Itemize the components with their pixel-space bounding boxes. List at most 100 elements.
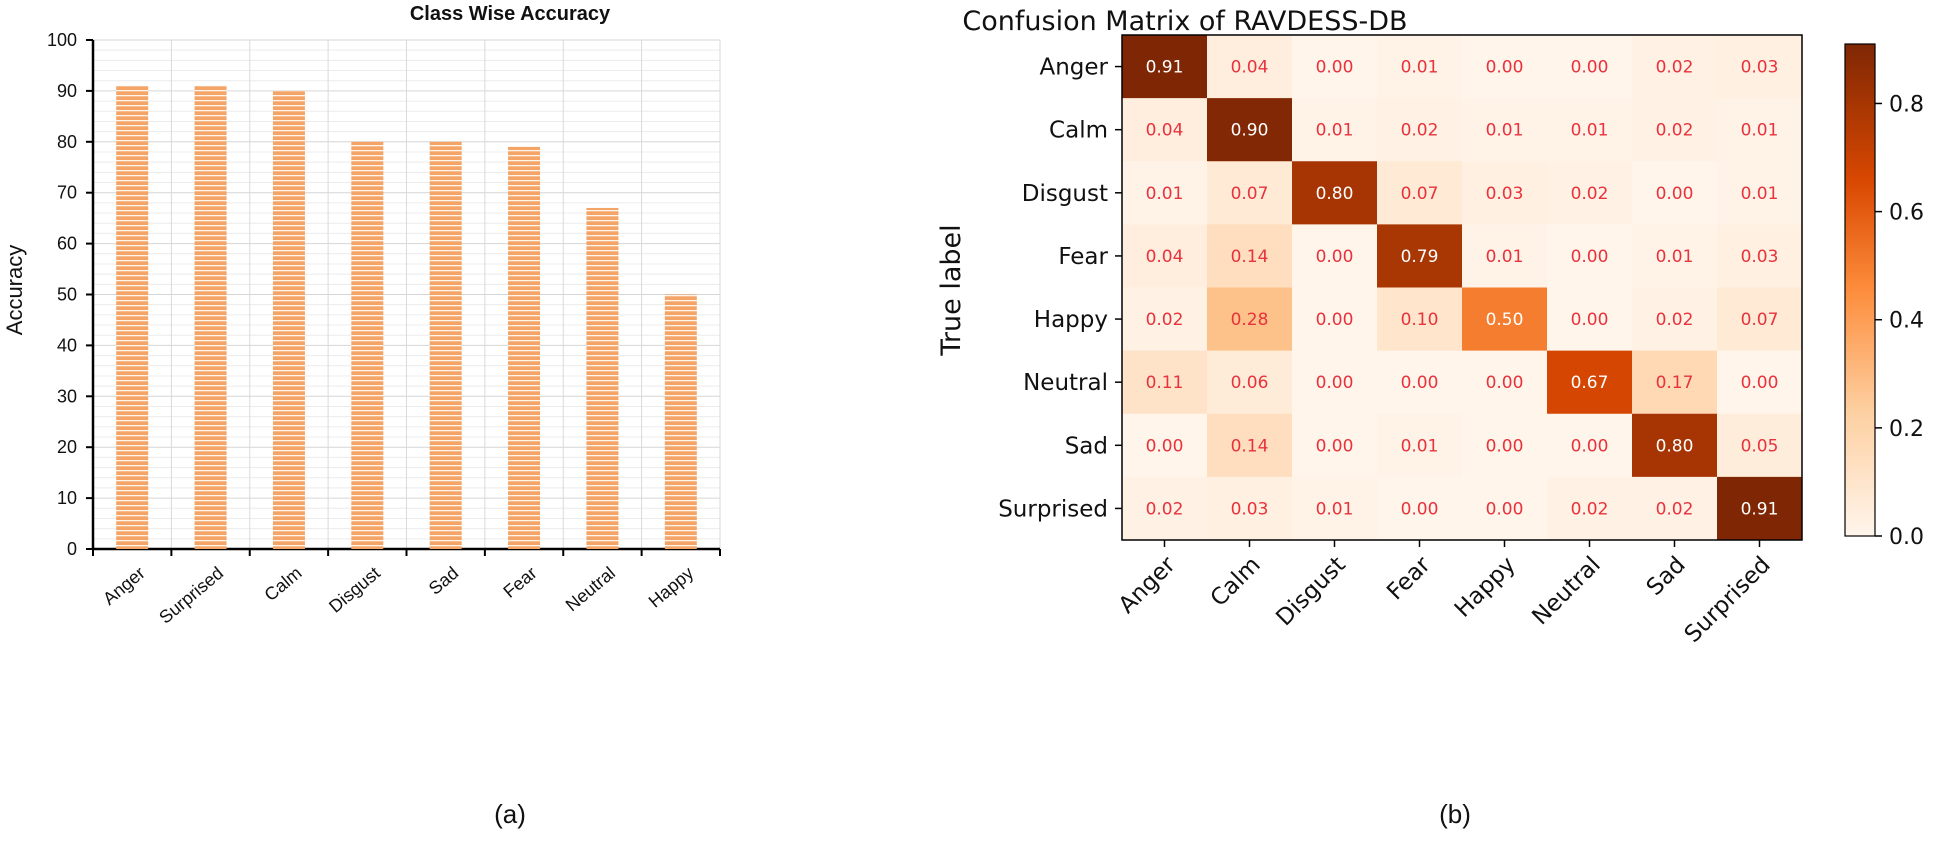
matrix-cell: [1122, 35, 1208, 99]
matrix-value: 0.04: [1146, 247, 1184, 267]
matrix-cell: [1207, 287, 1293, 352]
matrix-value: 0.02: [1146, 499, 1184, 519]
matrix-value: 0.17: [1656, 373, 1694, 393]
matrix-cell: [1377, 161, 1463, 225]
matrix-cell: [1462, 224, 1548, 288]
matrix-cell: [1122, 287, 1208, 352]
matrix-value: 0.00: [1571, 436, 1609, 456]
matrix-value: 0.11: [1146, 373, 1184, 393]
matrix-cell: [1207, 413, 1293, 478]
bar-chart-title: Class Wise Accuracy: [410, 3, 611, 25]
matrix-value: 0.07: [1231, 184, 1269, 204]
matrix-cell: [1632, 476, 1718, 541]
matrix-cell: [1122, 476, 1208, 541]
bar-chart-grid: [91, 39, 721, 551]
matrix-value: 0.05: [1741, 436, 1779, 456]
matrix-cell: [1462, 413, 1548, 478]
matrix-value: 0.00: [1571, 310, 1609, 330]
matrix-cell: [1377, 224, 1463, 288]
matrix-value: 0.02: [1656, 121, 1694, 141]
matrix-value: 0.00: [1656, 184, 1694, 204]
y-tick-label: 10: [57, 488, 77, 508]
colorbar-tick-label: 0.4: [1889, 309, 1924, 334]
y-tick-label: 100: [47, 30, 77, 50]
colorbar-tick-label: 0.2: [1889, 417, 1924, 442]
matrix-value: 0.02: [1571, 184, 1609, 204]
matrix-value: 0.01: [1571, 121, 1609, 141]
matrix-cell: [1292, 98, 1378, 162]
x-tick-label: Sad: [425, 563, 462, 599]
caption-a: (a): [494, 799, 526, 829]
matrix-cell: [1122, 98, 1208, 162]
colorbar-tick-label: 0.0: [1889, 525, 1924, 550]
matrix-cell: [1292, 224, 1378, 288]
y-tick-label: 40: [57, 335, 77, 355]
matrix-value: 0.91: [1146, 58, 1184, 78]
bar-neutral: [586, 207, 619, 549]
bar-chart-ylabel: Accuracy: [2, 245, 27, 335]
colorbar-tick-label: 0.6: [1889, 201, 1924, 226]
matrix-value: 0.03: [1486, 184, 1524, 204]
matrix-value: 0.28: [1231, 310, 1269, 330]
matrix-cell: [1122, 224, 1208, 288]
matrix-cell: [1292, 161, 1378, 225]
x-tick-label: Fear: [499, 563, 540, 602]
matrix-cell: [1122, 350, 1208, 415]
y-tick-label: 70: [57, 183, 77, 203]
bar-anger: [116, 85, 149, 549]
matrix-value: 0.01: [1401, 58, 1439, 78]
matrix-cell: [1547, 98, 1633, 162]
matrix-cell: [1462, 161, 1548, 225]
matrix-cell: [1377, 413, 1463, 478]
bar-chart-y-ticks: 0 10 20 30 40 50 60 70 80 90 100: [47, 30, 93, 559]
matrix-cell: [1717, 350, 1803, 415]
colorbar-gradient: [1844, 43, 1876, 537]
y-tick-label: 20: [57, 437, 77, 457]
bar-sad: [429, 141, 462, 550]
x-tick-label: Happy: [645, 563, 698, 612]
bar-chart-bars: [116, 85, 697, 550]
row-label: Disgust: [1022, 181, 1108, 207]
matrix-cell: [1632, 287, 1718, 352]
matrix-cell: [1122, 161, 1208, 225]
matrix-value: 0.02: [1656, 499, 1694, 519]
matrix-cell: [1717, 287, 1803, 352]
matrix-value: 0.00: [1146, 436, 1184, 456]
matrix-cell: [1462, 476, 1548, 541]
matrix-cell: [1377, 350, 1463, 415]
row-label: Surprised: [998, 496, 1108, 522]
matrix-value: 0.02: [1401, 121, 1439, 141]
y-tick-label: 50: [57, 285, 77, 305]
bar-happy: [664, 294, 697, 549]
matrix-cell: [1462, 98, 1548, 162]
matrix-cell: [1717, 476, 1803, 541]
matrix-cell: [1717, 413, 1803, 478]
matrix-value: 0.00: [1316, 247, 1354, 267]
row-label: Neutral: [1023, 370, 1108, 396]
matrix-value: 0.01: [1486, 247, 1524, 267]
matrix-value: 0.02: [1571, 499, 1609, 519]
matrix-cell: [1122, 413, 1208, 478]
matrix-cell: [1207, 98, 1293, 162]
row-label: Calm: [1049, 118, 1108, 144]
col-label: Neutral: [1527, 552, 1605, 630]
matrix-value: 0.01: [1146, 184, 1184, 204]
matrix-value: 0.79: [1401, 247, 1439, 267]
matrix-cell: [1632, 161, 1718, 225]
y-tick-label: 80: [57, 132, 77, 152]
matrix-cell: [1547, 476, 1633, 541]
bar-chart-panel: Class Wise Accuracy 0 10 20 30 40 50 60 70 80 90 1…: [2, 3, 721, 829]
matrix-cell: [1547, 413, 1633, 478]
matrix-value: 0.00: [1486, 436, 1524, 456]
matrix-value: 0.01: [1316, 499, 1354, 519]
matrix-cell: [1377, 287, 1463, 352]
matrix-value: 0.02: [1146, 310, 1184, 330]
bar-disgust: [351, 141, 384, 550]
matrix-value: 0.03: [1741, 58, 1779, 78]
matrix-cell: [1717, 98, 1803, 162]
matrix-value: 0.02: [1656, 58, 1694, 78]
matrix-cell: [1547, 287, 1633, 352]
x-tick-label: Disgust: [325, 563, 384, 617]
matrix-cell: [1377, 35, 1463, 99]
